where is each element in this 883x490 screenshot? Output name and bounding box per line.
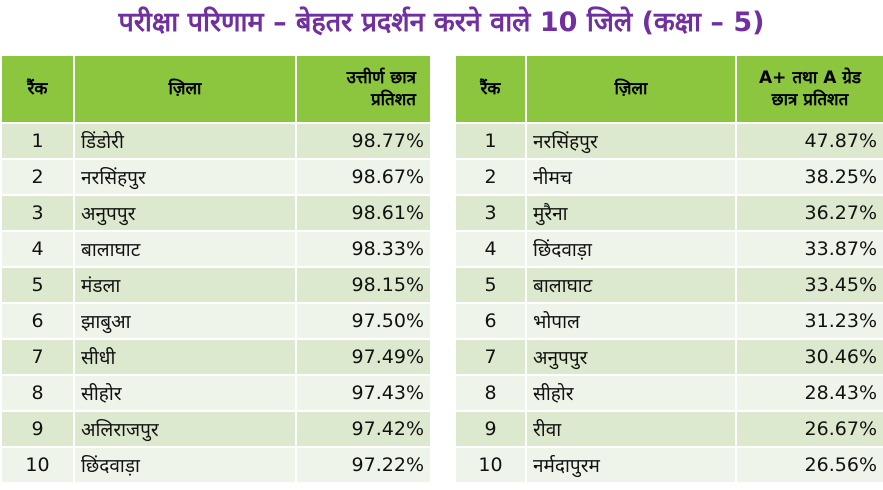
district-cell: डिंडोरी xyxy=(74,122,297,159)
rank-cell: 2 xyxy=(2,158,75,195)
grade-percentage-table: रैंक ज़िला A+ तथा A ग्रेड छात्र प्रतिशत … xyxy=(456,56,883,482)
value-cell: 98.15% xyxy=(296,266,430,303)
header-line-2: प्रतिशत xyxy=(370,90,416,110)
rank-cell: 9 xyxy=(2,410,75,447)
rank-cell: 4 xyxy=(2,230,75,267)
table-row: 3 मुरैना 36.27% xyxy=(456,194,883,231)
table-row: 4 छिंदवाड़ा 33.87% xyxy=(456,230,883,267)
district-cell: नर्मदापुरम xyxy=(526,446,737,482)
rank-cell: 7 xyxy=(2,338,75,375)
value-cell: 31.23% xyxy=(736,302,883,339)
grade-percentage-header: A+ तथा A ग्रेड छात्र प्रतिशत xyxy=(736,56,883,123)
district-cell: अनुपपुर xyxy=(74,194,297,231)
header-line-1: A+ तथा A ग्रेड xyxy=(759,68,861,88)
rank-cell: 6 xyxy=(456,302,527,339)
district-cell: नरसिंहपुर xyxy=(526,122,737,159)
rank-cell: 9 xyxy=(456,410,527,447)
rank-cell: 10 xyxy=(2,446,75,482)
table-row: 9 रीवा 26.67% xyxy=(456,410,883,447)
table-row: 2 नीमच 38.25% xyxy=(456,158,883,195)
district-cell: झाबुआ xyxy=(74,302,297,339)
rank-header: रैंक xyxy=(456,56,527,123)
value-cell: 98.67% xyxy=(296,158,430,195)
pass-percentage-header: उत्तीर्ण छात्र प्रतिशत xyxy=(296,56,430,123)
table-row: 10 नर्मदापुरम 26.56% xyxy=(456,446,883,482)
value-cell: 30.46% xyxy=(736,338,883,375)
rank-cell: 1 xyxy=(2,122,75,159)
value-cell: 26.56% xyxy=(736,446,883,482)
district-cell: अनुपपुर xyxy=(526,338,737,375)
rank-cell: 2 xyxy=(456,158,527,195)
value-cell: 98.61% xyxy=(296,194,430,231)
rank-cell: 3 xyxy=(2,194,75,231)
page-title: परीक्षा परिणाम – बेहतर प्रदर्शन करने वाल… xyxy=(118,7,765,38)
value-cell: 97.43% xyxy=(296,374,430,411)
rank-cell: 5 xyxy=(2,266,75,303)
table-row: 7 अनुपपुर 30.46% xyxy=(456,338,883,375)
table-row: 1 नरसिंहपुर 47.87% xyxy=(456,122,883,159)
rank-header: रैंक xyxy=(2,56,75,123)
rank-cell: 3 xyxy=(456,194,527,231)
rank-cell: 5 xyxy=(456,266,527,303)
district-cell: नरसिंहपुर xyxy=(74,158,297,195)
value-cell: 97.49% xyxy=(296,338,430,375)
rank-cell: 6 xyxy=(2,302,75,339)
table-row: 10 छिंदवाड़ा 97.22% xyxy=(2,446,430,482)
table-row: 6 झाबुआ 97.50% xyxy=(2,302,430,339)
district-cell: मंडला xyxy=(74,266,297,303)
table-row: 5 मंडला 98.15% xyxy=(2,266,430,303)
value-cell: 33.45% xyxy=(736,266,883,303)
district-cell: बालाघाट xyxy=(526,266,737,303)
table-row: 7 सीधी 97.49% xyxy=(2,338,430,375)
district-cell: अलिराजपुर xyxy=(74,410,297,447)
pass-percentage-table: रैंक ज़िला उत्तीर्ण छात्र प्रतिशत 1 डिंडो… xyxy=(2,56,430,482)
district-header: ज़िला xyxy=(526,56,737,123)
value-cell: 97.22% xyxy=(296,446,430,482)
table-row: 1 डिंडोरी 98.77% xyxy=(2,122,430,159)
district-header: ज़िला xyxy=(74,56,297,123)
district-cell: सीधी xyxy=(74,338,297,375)
value-cell: 36.27% xyxy=(736,194,883,231)
table-header-row: रैंक ज़िला A+ तथा A ग्रेड छात्र प्रतिशत xyxy=(456,56,883,123)
rank-cell: 1 xyxy=(456,122,527,159)
table-row: 8 सीहोर 28.43% xyxy=(456,374,883,411)
header-line-1: उत्तीर्ण छात्र xyxy=(346,68,416,88)
value-cell: 97.42% xyxy=(296,410,430,447)
district-cell: भोपाल xyxy=(526,302,737,339)
rank-cell: 8 xyxy=(456,374,527,411)
table-row: 8 सीहोर 97.43% xyxy=(2,374,430,411)
header-line-2: छात्र प्रतिशत xyxy=(771,90,849,110)
district-cell: सीहोर xyxy=(526,374,737,411)
district-cell: सीहोर xyxy=(74,374,297,411)
district-cell: रीवा xyxy=(526,410,737,447)
table-row: 9 अलिराजपुर 97.42% xyxy=(2,410,430,447)
rank-cell: 8 xyxy=(2,374,75,411)
table-row: 3 अनुपपुर 98.61% xyxy=(2,194,430,231)
value-cell: 33.87% xyxy=(736,230,883,267)
rank-cell: 4 xyxy=(456,230,527,267)
table-row: 6 भोपाल 31.23% xyxy=(456,302,883,339)
district-cell: छिंदवाड़ा xyxy=(74,446,297,482)
value-cell: 97.50% xyxy=(296,302,430,339)
table-header-row: रैंक ज़िला उत्तीर्ण छात्र प्रतिशत xyxy=(2,56,430,123)
district-cell: छिंदवाड़ा xyxy=(526,230,737,267)
table-row: 4 बालाघाट 98.33% xyxy=(2,230,430,267)
value-cell: 98.33% xyxy=(296,230,430,267)
table-row: 2 नरसिंहपुर 98.67% xyxy=(2,158,430,195)
value-cell: 26.67% xyxy=(736,410,883,447)
district-cell: नीमच xyxy=(526,158,737,195)
value-cell: 47.87% xyxy=(736,122,883,159)
district-cell: बालाघाट xyxy=(74,230,297,267)
rank-cell: 7 xyxy=(456,338,527,375)
value-cell: 28.43% xyxy=(736,374,883,411)
district-cell: मुरैना xyxy=(526,194,737,231)
rank-cell: 10 xyxy=(456,446,527,482)
value-cell: 98.77% xyxy=(296,122,430,159)
value-cell: 38.25% xyxy=(736,158,883,195)
table-row: 5 बालाघाट 33.45% xyxy=(456,266,883,303)
